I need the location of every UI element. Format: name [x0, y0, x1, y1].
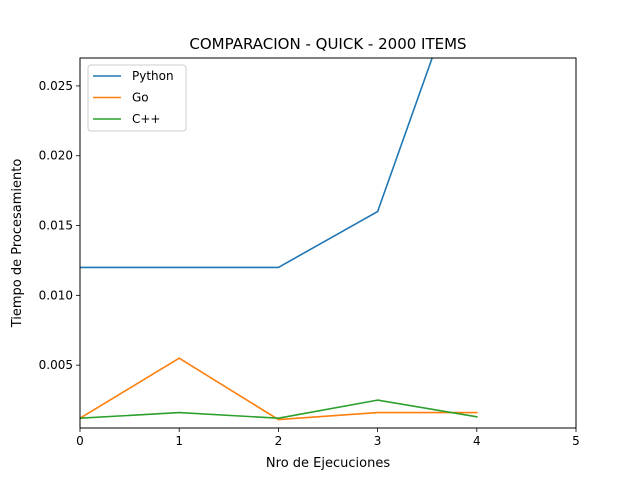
- legend-box: [87, 64, 187, 132]
- x-tick-label: 4: [473, 434, 481, 448]
- series-layer: [80, 58, 478, 421]
- legend: Python Go C++: [87, 64, 187, 132]
- x-tick-label: 2: [275, 434, 283, 448]
- legend-label-0: Python: [132, 69, 174, 83]
- series-line-2: [80, 399, 478, 420]
- y-tick-label: 0.025: [39, 79, 73, 93]
- x-tick-label: 0: [76, 434, 84, 448]
- y-axis-label: Tiempo de Procesamiento: [10, 159, 25, 329]
- y-tick-label: 0.005: [39, 358, 73, 372]
- x-axis-label: Nro de Ejecuciones: [266, 456, 390, 471]
- legend-label-1: Go: [132, 91, 149, 105]
- series-line-0: [80, 58, 434, 269]
- series-line-1: [80, 357, 478, 421]
- x-tick-label: 3: [374, 434, 382, 448]
- x-axis: 0 1 2 3 4 5: [76, 428, 580, 448]
- plot-frame: [79, 57, 577, 429]
- legend-label-2: C++: [132, 112, 161, 126]
- y-tick-label: 0.020: [39, 149, 73, 163]
- chart-title: COMPARACION - QUICK - 2000 ITEMS: [189, 35, 466, 53]
- y-axis: 0.005 0.010 0.015 0.020 0.025: [39, 79, 80, 372]
- x-tick-label: 1: [175, 434, 183, 448]
- y-tick-label: 0.015: [39, 219, 73, 233]
- y-tick-label: 0.010: [39, 288, 73, 302]
- x-tick-label: 5: [572, 434, 580, 448]
